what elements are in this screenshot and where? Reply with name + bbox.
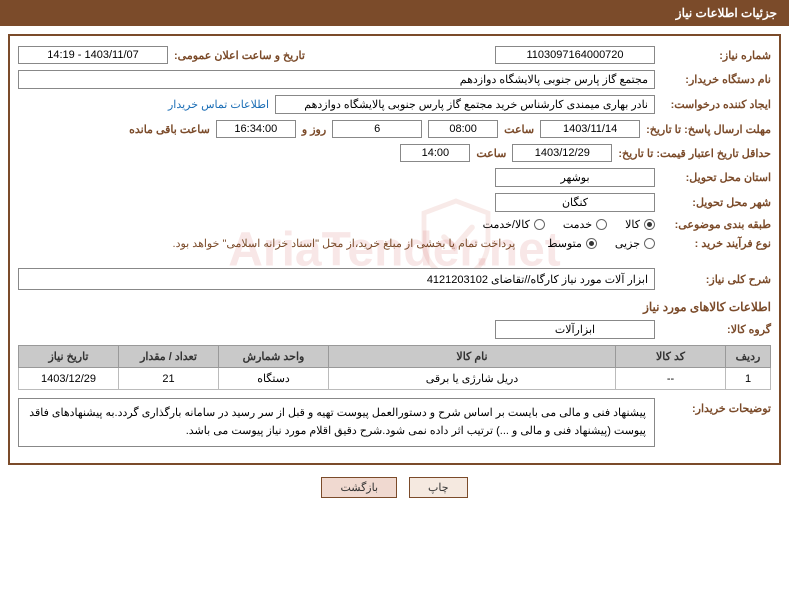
- td-unit: دستگاه: [219, 368, 329, 390]
- td-date: 1403/12/29: [19, 368, 119, 390]
- delivery-city-label: شهر محل تحویل:: [661, 196, 771, 209]
- response-hour-field: 08:00: [428, 120, 498, 138]
- th-code: کد کالا: [616, 346, 726, 368]
- radio-small-label: جزیی: [615, 237, 640, 250]
- buyer-org-field: مجتمع گاز پارس جنوبی پالایشگاه دوازدهم: [18, 70, 655, 89]
- row-buyer-org: نام دستگاه خریدار: مجتمع گاز پارس جنوبی …: [18, 70, 771, 89]
- days-and-label: روز و: [302, 123, 326, 136]
- row-price-validity: حداقل تاریخ اعتبار قیمت: تا تاریخ: 1403/…: [18, 144, 771, 162]
- td-qty: 21: [119, 368, 219, 390]
- price-date-field: 1403/12/29: [512, 144, 612, 162]
- buyer-contact-link[interactable]: اطلاعات تماس خریدار: [168, 98, 269, 111]
- hour-label-2: ساعت: [476, 147, 506, 160]
- th-row: ردیف: [726, 346, 771, 368]
- need-number-label: شماره نیاز:: [661, 49, 771, 62]
- td-name: دریل شارژی یا برقی: [329, 368, 616, 390]
- buyer-org-label: نام دستگاه خریدار:: [661, 73, 771, 86]
- price-hour-field: 14:00: [400, 144, 470, 162]
- th-qty: تعداد / مقدار: [119, 346, 219, 368]
- page-title: جزئیات اطلاعات نیاز: [676, 6, 777, 20]
- print-button[interactable]: چاپ: [409, 477, 468, 498]
- subject-class-radios: کالا خدمت کالا/خدمت: [483, 218, 655, 231]
- radio-circle-icon: [534, 219, 545, 230]
- payment-note: پرداخت تمام یا بخشی از مبلغ خرید،از محل …: [173, 237, 516, 250]
- td-row: 1: [726, 368, 771, 390]
- row-buyer-notes: توضیحات خریدار: پیشنهاد فنی و مالی می با…: [18, 398, 771, 447]
- general-desc-field: ابزار آلات مورد نیاز کارگاه//تقاضای 4121…: [18, 268, 655, 290]
- radio-circle-icon: [596, 219, 607, 230]
- radio-service[interactable]: خدمت: [563, 218, 607, 231]
- request-creator-field: نادر بهاری میمندی کارشناس خرید مجتمع گاز…: [275, 95, 655, 114]
- content-frame: AriaTender.net شماره نیاز: 1103097164000…: [8, 34, 781, 465]
- goods-group-label: گروه کالا:: [661, 323, 771, 336]
- delivery-province-field: بوشهر: [495, 168, 655, 187]
- row-goods-group: گروه کالا: ابزارآلات: [18, 320, 771, 339]
- goods-table: ردیف کد کالا نام کالا واحد شمارش تعداد /…: [18, 345, 771, 390]
- row-subject-class: طبقه بندی موضوعی: کالا خدمت کالا/خدمت: [18, 218, 771, 231]
- radio-circle-icon: [586, 238, 597, 249]
- general-desc-label: شرح کلی نیاز:: [661, 273, 771, 286]
- row-general-desc: شرح کلی نیاز: ابزار آلات مورد نیاز کارگا…: [18, 268, 771, 290]
- remaining-time-field: 16:34:00: [216, 120, 296, 138]
- row-response-deadline: مهلت ارسال پاسخ: تا تاریخ: 1403/11/14 سا…: [18, 120, 771, 138]
- radio-goods[interactable]: کالا: [625, 218, 655, 231]
- response-date-field: 1403/11/14: [540, 120, 640, 138]
- back-button[interactable]: بازگشت: [321, 477, 397, 498]
- radio-both-label: کالا/خدمت: [483, 218, 530, 231]
- goods-info-title: اطلاعات کالاهای مورد نیاز: [18, 300, 771, 314]
- row-request-creator: ایجاد کننده درخواست: نادر بهاری میمندی ک…: [18, 95, 771, 114]
- radio-medium-label: متوسط: [547, 237, 582, 250]
- row-delivery-city: شهر محل تحویل: کنگان: [18, 193, 771, 212]
- purchase-type-radios: جزیی متوسط: [547, 237, 655, 250]
- announce-datetime-label: تاریخ و ساعت اعلان عمومی:: [174, 49, 305, 62]
- row-need-number: شماره نیاز: 1103097164000720 تاریخ و ساع…: [18, 46, 771, 64]
- purchase-type-label: نوع فرآیند خرید :: [661, 237, 771, 250]
- td-code: --: [616, 368, 726, 390]
- price-validity-label: حداقل تاریخ اعتبار قیمت: تا تاریخ:: [618, 147, 771, 160]
- page-header: جزئیات اطلاعات نیاز: [0, 0, 789, 26]
- table-header-row: ردیف کد کالا نام کالا واحد شمارش تعداد /…: [19, 346, 771, 368]
- goods-group-field: ابزارآلات: [495, 320, 655, 339]
- radio-small[interactable]: جزیی: [615, 237, 655, 250]
- row-purchase-type: نوع فرآیند خرید : جزیی متوسط پرداخت تمام…: [18, 237, 771, 250]
- row-delivery-province: استان محل تحویل: بوشهر: [18, 168, 771, 187]
- th-unit: واحد شمارش: [219, 346, 329, 368]
- days-value-field: 6: [332, 120, 422, 138]
- radio-both[interactable]: کالا/خدمت: [483, 218, 545, 231]
- table-row: 1 -- دریل شارژی یا برقی دستگاه 21 1403/1…: [19, 368, 771, 390]
- remaining-label: ساعت باقی مانده: [129, 123, 210, 136]
- radio-service-label: خدمت: [563, 218, 592, 231]
- radio-circle-icon: [644, 238, 655, 249]
- delivery-province-label: استان محل تحویل:: [661, 171, 771, 184]
- th-name: نام کالا: [329, 346, 616, 368]
- radio-medium[interactable]: متوسط: [547, 237, 597, 250]
- hour-label-1: ساعت: [504, 123, 534, 136]
- delivery-city-field: کنگان: [495, 193, 655, 212]
- th-date: تاریخ نیاز: [19, 346, 119, 368]
- need-number-field: 1103097164000720: [495, 46, 655, 64]
- request-creator-label: ایجاد کننده درخواست:: [661, 98, 771, 111]
- buyer-notes-field: پیشنهاد فنی و مالی می بایست بر اساس شرح …: [18, 398, 655, 447]
- response-deadline-label: مهلت ارسال پاسخ: تا تاریخ:: [646, 123, 771, 136]
- button-row: چاپ بازگشت: [0, 477, 789, 498]
- radio-circle-icon: [644, 219, 655, 230]
- subject-class-label: طبقه بندی موضوعی:: [661, 218, 771, 231]
- buyer-notes-label: توضیحات خریدار:: [661, 398, 771, 415]
- radio-goods-label: کالا: [625, 218, 640, 231]
- announce-datetime-field: 1403/11/07 - 14:19: [18, 46, 168, 64]
